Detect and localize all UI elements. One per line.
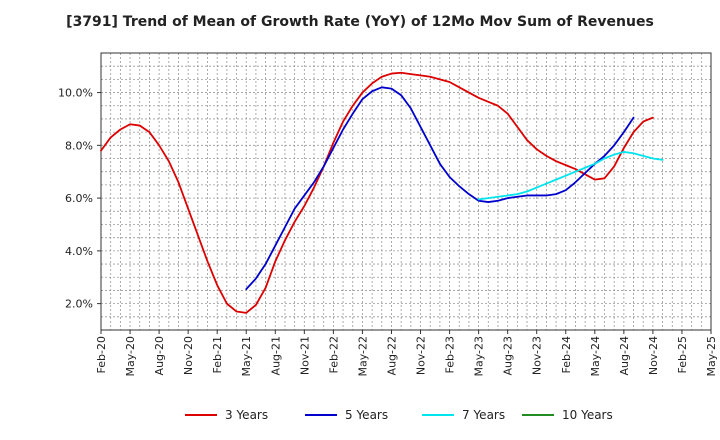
series-line-7-years: [477, 151, 664, 201]
legend-label: 10 Years: [562, 408, 613, 422]
x-tick-label: Aug-24: [618, 336, 631, 375]
y-tick-label: 4.0%: [65, 245, 93, 258]
x-tick-label: Feb-20: [95, 336, 108, 373]
x-tick-label: Aug-21: [269, 336, 282, 375]
legend: 3 Years 5 Years 7 Years 10 Years: [185, 408, 613, 422]
x-tick-label: Feb-22: [327, 336, 340, 373]
x-tick-label: Nov-22: [415, 336, 428, 375]
series-lines: [100, 71, 664, 314]
y-tick-label: 2.0%: [65, 298, 93, 311]
x-tick-label: May-24: [589, 336, 602, 377]
x-tick-label: Aug-23: [502, 336, 515, 375]
x-tick-label: Nov-20: [182, 336, 195, 375]
x-tick-label: Feb-24: [560, 336, 573, 373]
x-tick-label: May-22: [356, 336, 369, 377]
x-tick-label: Feb-25: [676, 336, 689, 373]
grid: [101, 53, 711, 330]
y-tick-label: 8.0%: [65, 139, 93, 152]
chart-title: [3791] Trend of Mean of Growth Rate (YoY…: [66, 14, 654, 30]
legend-label: 3 Years: [225, 408, 268, 422]
x-tick-label: Nov-23: [531, 336, 544, 375]
x-tick-label: Nov-24: [647, 336, 660, 375]
x-tick-label: Feb-21: [211, 336, 224, 373]
x-tick-label: Nov-21: [298, 336, 311, 375]
series-line-5-years: [245, 86, 635, 291]
y-tick-label: 6.0%: [65, 192, 93, 205]
x-tick-label: May-21: [240, 336, 253, 377]
x-tick-label: Feb-23: [444, 336, 457, 373]
x-axis: Feb-20 May-20 Aug-20 Nov-20 Feb-21 May-21 Aug-…: [95, 330, 718, 377]
legend-label: 7 Years: [462, 408, 505, 422]
series-line-3-years: [100, 71, 654, 314]
x-tick-label: May-20: [124, 336, 137, 377]
plot-area: [100, 52, 712, 331]
x-tick-label: May-25: [705, 336, 718, 377]
x-tick-label: Aug-22: [385, 336, 398, 375]
legend-label: 5 Years: [345, 408, 388, 422]
y-tick-label: 10.0%: [58, 87, 93, 100]
x-tick-label: May-23: [473, 336, 486, 377]
x-tick-label: Aug-20: [153, 336, 166, 375]
y-axis: 2.0% 4.0% 6.0% 8.0% 10.0%: [58, 87, 101, 311]
